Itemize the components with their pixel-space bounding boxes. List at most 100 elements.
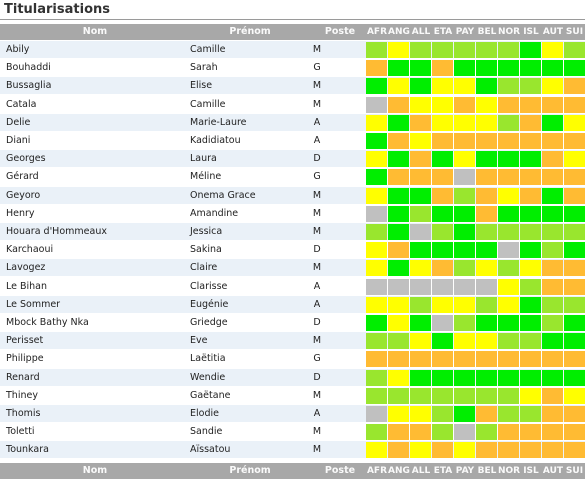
footer-match-eta[interactable]: ETA xyxy=(433,466,453,476)
match-status-cell xyxy=(432,42,453,58)
player-prenom: Clarisse xyxy=(190,280,228,292)
match-status-cell xyxy=(542,42,563,58)
match-status-cell xyxy=(388,424,409,441)
player-poste: M xyxy=(312,389,322,401)
player-nom: Georges xyxy=(6,153,46,165)
table-row: Henry Amandine M xyxy=(0,204,585,222)
match-status-cell xyxy=(410,315,431,331)
header-match-isl[interactable]: ISL xyxy=(523,27,539,37)
header-nom[interactable]: Nom xyxy=(82,26,108,37)
footer-match-aut[interactable]: AUT xyxy=(542,466,564,476)
match-status-cell xyxy=(520,278,541,295)
player-poste: G xyxy=(313,171,321,183)
header-match-eta[interactable]: ETA xyxy=(433,27,453,37)
match-status-cell xyxy=(388,406,409,422)
footer-match-afr[interactable]: AFR xyxy=(366,466,388,476)
player-nom: Philippe xyxy=(6,353,44,365)
header-match-all[interactable]: ALL xyxy=(411,27,431,37)
match-status-cell xyxy=(564,278,585,295)
header-match-ang[interactable]: ANG xyxy=(388,27,410,37)
match-status-cell xyxy=(520,205,541,222)
player-prenom: Elise xyxy=(190,80,213,92)
footer-match-pay[interactable]: PAY xyxy=(455,466,475,476)
match-status-cell xyxy=(498,151,519,168)
match-status-cell xyxy=(388,242,409,259)
match-status-cell xyxy=(410,205,431,222)
table-row: Thomis Elodie A xyxy=(0,405,585,422)
match-status-cell xyxy=(476,333,497,350)
header-match-pay[interactable]: PAY xyxy=(455,27,475,37)
match-status-cell xyxy=(410,78,431,95)
match-status-cell xyxy=(410,133,431,149)
player-nom: Bouhaddi xyxy=(6,62,51,74)
footer-match-nor[interactable]: NOR xyxy=(498,466,521,476)
match-status-cell xyxy=(454,205,475,222)
match-status-cell xyxy=(564,424,585,441)
player-nom: Houara d'Hommeaux xyxy=(6,226,107,237)
match-status-cell xyxy=(520,351,541,368)
footer-match-isl[interactable]: ISL xyxy=(523,466,539,476)
header-poste[interactable]: Poste xyxy=(324,26,356,37)
player-prenom: Sandie xyxy=(190,426,223,438)
match-status-cell xyxy=(564,351,585,368)
table-row: Mbock Bathy Nka Griedge D xyxy=(0,314,585,331)
match-status-cell xyxy=(432,96,453,113)
match-status-cell xyxy=(454,133,475,149)
match-status-cell xyxy=(542,351,563,368)
match-status-cell xyxy=(410,224,431,240)
footer-match-sui[interactable]: SUI xyxy=(565,466,584,476)
match-status-cell xyxy=(366,369,387,386)
match-status-cell xyxy=(542,442,563,459)
footer-prenom[interactable]: Prénom xyxy=(229,465,271,476)
header-match-nor[interactable]: NOR xyxy=(498,27,521,37)
match-status-cell xyxy=(542,369,563,386)
header-match-sui[interactable]: SUI xyxy=(565,27,584,37)
match-status-cell xyxy=(432,205,453,222)
table-row: Philippe Laëtitia G xyxy=(0,350,585,368)
match-status-cell xyxy=(388,114,409,131)
table-row: Lavogez Claire M xyxy=(0,259,585,277)
footer-match-bel[interactable]: BEL xyxy=(477,466,497,476)
table-row: Bussaglia Elise M xyxy=(0,77,585,95)
match-status-cell xyxy=(454,151,475,168)
match-status-cell xyxy=(388,315,409,331)
player-poste: G xyxy=(313,353,321,365)
player-prenom: Amandine xyxy=(190,207,239,219)
match-status-cell xyxy=(498,278,519,295)
footer-match-ang[interactable]: ANG xyxy=(388,466,410,476)
player-poste: M xyxy=(312,444,322,456)
match-status-cell xyxy=(432,133,453,149)
match-status-cell xyxy=(366,169,387,186)
header-match-aut[interactable]: AUT xyxy=(542,27,564,37)
match-status-cell xyxy=(388,205,409,222)
table-row: Toletti Sandie M xyxy=(0,423,585,441)
match-status-cell xyxy=(520,224,541,240)
match-status-cell xyxy=(432,424,453,441)
footer-match-all[interactable]: ALL xyxy=(411,466,431,476)
match-status-cell xyxy=(454,278,475,295)
match-status-cell xyxy=(366,205,387,222)
player-nom: Abily xyxy=(6,44,30,55)
footer-nom[interactable]: Nom xyxy=(82,465,108,476)
player-nom: Diani xyxy=(6,135,31,146)
match-status-cell xyxy=(542,333,563,350)
match-status-cell xyxy=(432,333,453,350)
match-status-cell xyxy=(564,369,585,386)
match-status-cell xyxy=(388,133,409,149)
player-poste: M xyxy=(312,207,322,219)
match-status-cell xyxy=(542,114,563,131)
header-match-afr[interactable]: AFR xyxy=(366,27,388,37)
match-status-cell xyxy=(454,333,475,350)
player-prenom: Kadidiatou xyxy=(190,135,241,146)
player-prenom: Wendie xyxy=(190,371,226,383)
player-prenom: Onema Grace xyxy=(190,189,256,201)
match-status-cell xyxy=(564,133,585,149)
match-status-cell xyxy=(454,296,475,313)
player-poste: D xyxy=(313,317,321,328)
footer-poste[interactable]: Poste xyxy=(324,465,356,476)
match-status-cell xyxy=(476,205,497,222)
header-match-bel[interactable]: BEL xyxy=(477,27,497,37)
match-status-cell xyxy=(564,260,585,277)
header-prenom[interactable]: Prénom xyxy=(229,26,271,37)
match-status-cell xyxy=(542,296,563,313)
